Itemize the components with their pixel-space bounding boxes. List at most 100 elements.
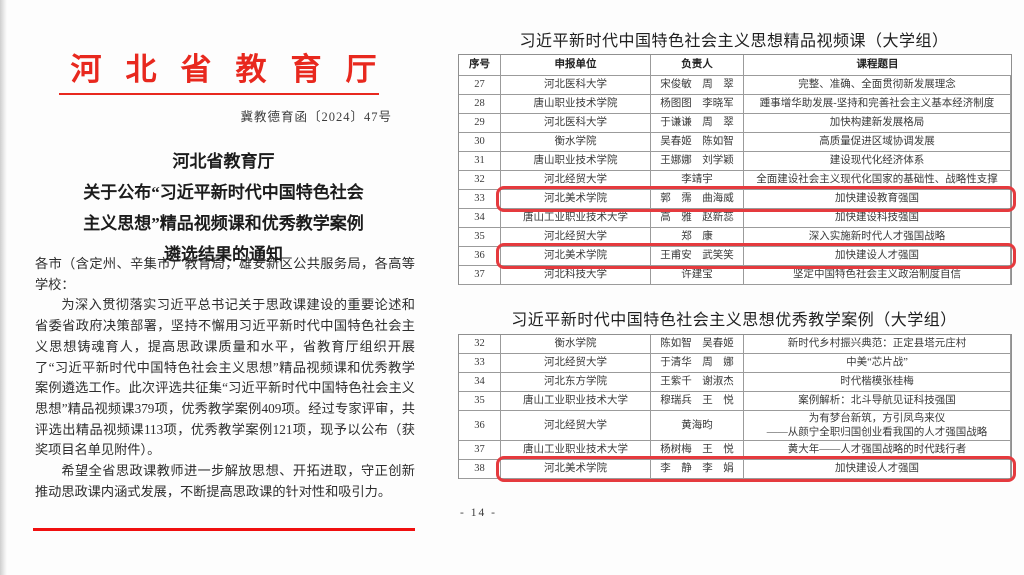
cell-course: 为有梦台新筑，方引凤鸟来仪 ——从颜宁全职归国创业看我国的人才强国战略 [744, 411, 1011, 440]
cell-person: 王甫安 武笑笑 [651, 247, 744, 265]
cell-person: 陈如智 吴春姬 [651, 335, 744, 353]
cell-course: 坚定中国特色社会主义政治制度自信 [744, 266, 1011, 284]
cell-person: 杨树梅 王 悦 [651, 441, 744, 459]
video-course-table: 序号 申报单位 负责人 课程题目 27 河北医科大学 宋俊敏 周 翠 完整、准确… [458, 54, 1016, 285]
cell-org: 衡水学院 [501, 335, 651, 353]
cell-course: 完整、准确、全面贯彻新发展理念 [744, 76, 1011, 94]
cell-course: 黄大年——人才强国战略的时代践行者 [744, 441, 1011, 459]
footer-rule [33, 528, 415, 531]
cell-org: 唐山工业职业技术大学 [501, 392, 651, 410]
cell-course: 全面建设社会主义现代化国家的基础性、战略性支撑 [744, 171, 1011, 189]
table-row: 34 唐山工业职业技术大学 高 雅 赵新蕊 加快建设科技强国 [459, 209, 1011, 228]
cell-no: 35 [459, 228, 501, 246]
cell-person: 李 静 李 娟 [651, 460, 744, 478]
table-row: 36 河北美术学院 王甫安 武笑笑 加快建设人才强国 [459, 243, 1016, 269]
video-course-table-title: 习近平新时代中国特色社会主义思想精品视频课（大学组） [519, 33, 949, 50]
cell-person: 李靖宇 [651, 171, 744, 189]
cell-person: 郑 康 [651, 228, 744, 246]
cell-no: 36 [459, 411, 501, 440]
table-row: 32 衡水学院 陈如智 吴春姬 新时代乡村振兴典范：正定县塔元庄村 [459, 335, 1011, 354]
table-row: 27 河北医科大学 宋俊敏 周 翠 完整、准确、全面贯彻新发展理念 [459, 76, 1011, 95]
table-row: 30 衡水学院 吴春姬 陈如智 高质量促进区域协调发展 [459, 133, 1011, 152]
scan-edge-shadow [0, 0, 7, 575]
table-row: 37 唐山工业职业技术大学 杨树梅 王 悦 黄大年——人才强国战略的时代践行者 [459, 441, 1011, 460]
cell-person: 宋俊敏 周 翠 [651, 76, 744, 94]
table-row: 36 河北经贸大学 黄海昀 为有梦台新筑，方引凤鸟来仪 ——从颜宁全职归国创业看… [459, 411, 1011, 441]
cell-no: 32 [459, 335, 501, 353]
cell-person: 许建宝 [651, 266, 744, 284]
cell-person: 杨图图 李晓军 [651, 95, 744, 113]
cell-no: 32 [459, 171, 501, 189]
cell-course: 案例解析：北斗导航见证科技强国 [744, 392, 1011, 410]
table-row: 33 河北美术学院 郭 霈 曲海威 加快建设教育强国 [459, 186, 1016, 212]
cell-no: 37 [459, 441, 501, 459]
cell-course: 深入实施新时代人才强国战略 [744, 228, 1011, 246]
table-row: 35 河北经贸大学 郑 康 深入实施新时代人才强国战略 [459, 228, 1011, 247]
letterhead-rule [59, 93, 379, 95]
header-cell-no: 序号 [459, 55, 501, 75]
notice-paragraph: 各市（含定州、辛集市）教育局，雄安新区公共服务局，各高等学校： [35, 256, 415, 292]
cell-org: 唐山职业技术学院 [501, 152, 651, 170]
cell-no: 33 [459, 190, 501, 208]
cell-course: 加快构建新发展格局 [744, 114, 1011, 132]
cell-no: 28 [459, 95, 501, 113]
cell-org: 唐山职业技术学院 [501, 95, 651, 113]
cell-org: 河北美术学院 [501, 247, 651, 265]
cell-course: 新时代乡村振兴典范：正定县塔元庄村 [744, 335, 1011, 353]
table-header-row: 序号 申报单位 负责人 课程题目 [459, 55, 1011, 76]
cell-org: 唐山工业职业技术大学 [501, 441, 651, 459]
appendix-page: 习近平新时代中国特色社会主义思想精品视频课（大学组） 序号 申报单位 负责人 课… [440, 0, 1024, 575]
document-number: 冀教德育函〔2024〕47号 [240, 110, 392, 124]
cell-org: 河北东方学院 [501, 373, 651, 391]
cell-org: 河北美术学院 [501, 190, 651, 208]
header-cell-person: 负责人 [651, 55, 744, 75]
notice-paragraph: 为深入贯彻落实习近平总书记关于思政课建设的重要论述和省委省政府决策部署，坚持不懈… [35, 297, 415, 458]
cell-person: 穆瑞兵 王 悦 [651, 392, 744, 410]
cell-person: 高 雅 赵新蕊 [651, 209, 744, 227]
teaching-case-table-title: 习近平新时代中国特色社会主义思想优秀教学案例（大学组） [511, 312, 957, 329]
cell-course: 高质量促进区域协调发展 [744, 133, 1011, 151]
notice-page: 河北省教育厅 冀教德育函〔2024〕47号 河北省教育厅 关于公布“习近平新时代… [7, 0, 440, 575]
table-row: 33 河北经贸大学 于清华 周 娜 中美“芯片战” [459, 354, 1011, 373]
cell-no: 31 [459, 152, 501, 170]
cell-course: 踵事增华助发展-坚持和完善社会主义基本经济制度 [744, 95, 1011, 113]
cell-course: 加快建设人才强国 [744, 460, 1011, 478]
cell-person: 黄海昀 [651, 411, 744, 440]
cell-no: 36 [459, 247, 501, 265]
cell-no: 30 [459, 133, 501, 151]
cell-course: 加快建设科技强国 [744, 209, 1011, 227]
cell-org: 河北美术学院 [501, 460, 651, 478]
cell-person: 于清华 周 娜 [651, 354, 744, 372]
table-row: 38 河北美术学院 李 静 李 娟 加快建设人才强国 [459, 456, 1016, 482]
table-row: 29 河北医科大学 于谦谦 周 翠 加快构建新发展格局 [459, 114, 1011, 133]
cell-person: 郭 霈 曲海威 [651, 190, 744, 208]
cell-person: 王紫千 谢淑杰 [651, 373, 744, 391]
video-table-rows: 27 河北医科大学 宋俊敏 周 翠 完整、准确、全面贯彻新发展理念 28 唐山职… [459, 76, 1016, 285]
cell-org: 河北经贸大学 [501, 354, 651, 372]
cell-org: 河北经贸大学 [501, 228, 651, 246]
cell-org: 河北医科大学 [501, 76, 651, 94]
cell-course: 时代楷模张桂梅 [744, 373, 1011, 391]
notice-body: 各市（含定州、辛集市）教育局，雄安新区公共服务局，各高等学校： 为深入贯彻落实习… [35, 254, 415, 502]
table-row: 34 河北东方学院 王紫千 谢淑杰 时代楷模张桂梅 [459, 373, 1011, 392]
cell-no: 37 [459, 266, 501, 284]
cell-no: 33 [459, 354, 501, 372]
cell-no: 27 [459, 76, 501, 94]
cell-person: 吴春姬 陈如智 [651, 133, 744, 151]
cell-person: 于谦谦 周 翠 [651, 114, 744, 132]
table-row: 35 唐山工业职业技术大学 穆瑞兵 王 悦 案例解析：北斗导航见证科技强国 [459, 392, 1011, 411]
cell-course: 中美“芯片战” [744, 354, 1011, 372]
case-table-rows: 32 衡水学院 陈如智 吴春姬 新时代乡村振兴典范：正定县塔元庄村 33 河北经… [459, 335, 1016, 482]
header-cell-course: 课程题目 [856, 59, 899, 71]
cell-org: 河北经贸大学 [501, 171, 651, 189]
table-row: 37 河北科技大学 许建宝 坚定中国特色社会主义政治制度自信 [459, 266, 1011, 285]
cell-no: 38 [459, 460, 501, 478]
table-row: 28 唐山职业技术学院 杨图图 李晓军 踵事增华助发展-坚持和完善社会主义基本经… [459, 95, 1011, 114]
table-row: 32 河北经贸大学 李靖宇 全面建设社会主义现代化国家的基础性、战略性支撑 [459, 171, 1011, 190]
cell-no: 29 [459, 114, 501, 132]
cell-no: 35 [459, 392, 501, 410]
table-row: 31 唐山职业技术学院 王娜娜 刘学颖 建设现代化经济体系 [459, 152, 1011, 171]
cell-course: 加快建设教育强国 [744, 190, 1011, 208]
header-cell-org: 申报单位 [501, 55, 651, 75]
